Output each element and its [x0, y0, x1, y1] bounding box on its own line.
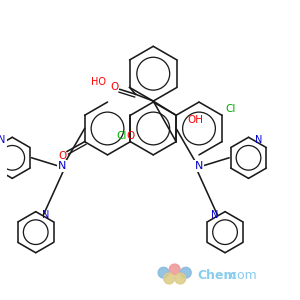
- Text: N: N: [211, 210, 218, 220]
- Text: N: N: [58, 161, 66, 171]
- Circle shape: [175, 273, 186, 284]
- Text: Chem: Chem: [197, 269, 237, 282]
- Text: Cl: Cl: [116, 131, 127, 141]
- Circle shape: [158, 267, 169, 278]
- Text: Cl: Cl: [226, 104, 236, 114]
- Text: HO: HO: [91, 76, 106, 86]
- Circle shape: [181, 267, 191, 278]
- Circle shape: [164, 273, 175, 284]
- Text: N: N: [255, 135, 262, 146]
- Text: O: O: [58, 152, 66, 161]
- Text: N: N: [42, 210, 50, 220]
- Text: OH: OH: [188, 115, 204, 125]
- Text: O: O: [126, 131, 134, 141]
- Circle shape: [169, 264, 180, 275]
- Text: O: O: [110, 82, 118, 92]
- Text: N: N: [194, 161, 203, 171]
- Text: .com: .com: [226, 269, 257, 282]
- Text: N: N: [0, 135, 6, 146]
